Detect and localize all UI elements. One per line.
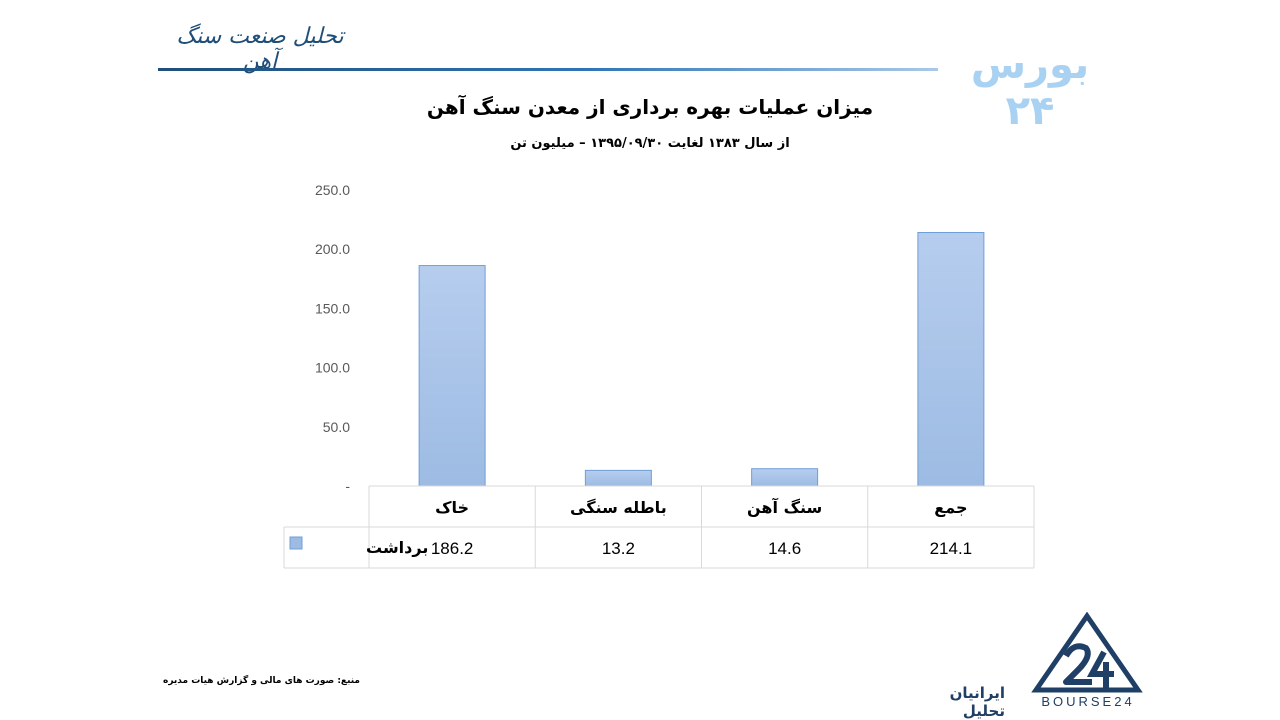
legend-swatch: [289, 536, 303, 550]
category-label: جمع: [934, 498, 967, 517]
y-tick-label: -: [345, 478, 350, 494]
chart-title: میزان عملیات بهره برداری از معدن سنگ آهن: [426, 95, 874, 119]
category-label: باطله سنگی: [570, 498, 667, 517]
bar: [584, 469, 652, 487]
category-label: سنگ آهن: [747, 497, 822, 517]
company-name: ایرانیان تحلیل: [949, 684, 1005, 720]
logo-wordmark: BOURSE24: [1041, 694, 1135, 709]
data-table: خاک 186.2 باطله سنگی 13.2 سنگ آهن 14.6 جمع 214.…: [283, 485, 1035, 569]
data-label: 214.1: [930, 539, 973, 558]
data-label: 186.2: [431, 539, 474, 558]
data-label: 14.6: [768, 539, 801, 558]
bar-series: [418, 232, 985, 487]
report-header-title: تحلیل صنعت سنگ آهن: [176, 24, 344, 74]
y-axis: - 50.0 100.0 150.0 200.0 250.0: [315, 182, 350, 494]
y-tick-label: 250.0: [315, 182, 350, 198]
source-note: منبع: صورت های مالی و گزارش هیات مدیره: [163, 676, 360, 686]
chart-subtitle: از سال ۱۳۸۳ لغایت ۱۳۹۵/۰۹/۳۰ – میلیون تن: [510, 136, 790, 151]
y-tick-label: 150.0: [315, 300, 350, 316]
bar: [751, 468, 819, 487]
bourse24-logo-icon: [1031, 612, 1143, 693]
bar: [917, 232, 985, 487]
category-label: خاک: [435, 498, 469, 517]
header-divider: [158, 68, 938, 71]
y-tick-label: 200.0: [315, 241, 350, 257]
data-label: 13.2: [602, 539, 635, 558]
brand-wordmark: بورس ۲۴: [970, 42, 1090, 134]
series-name-label: برداشت: [366, 538, 428, 557]
y-tick-label: 100.0: [315, 360, 350, 376]
bar: [418, 265, 486, 487]
y-tick-label: 50.0: [323, 419, 350, 435]
